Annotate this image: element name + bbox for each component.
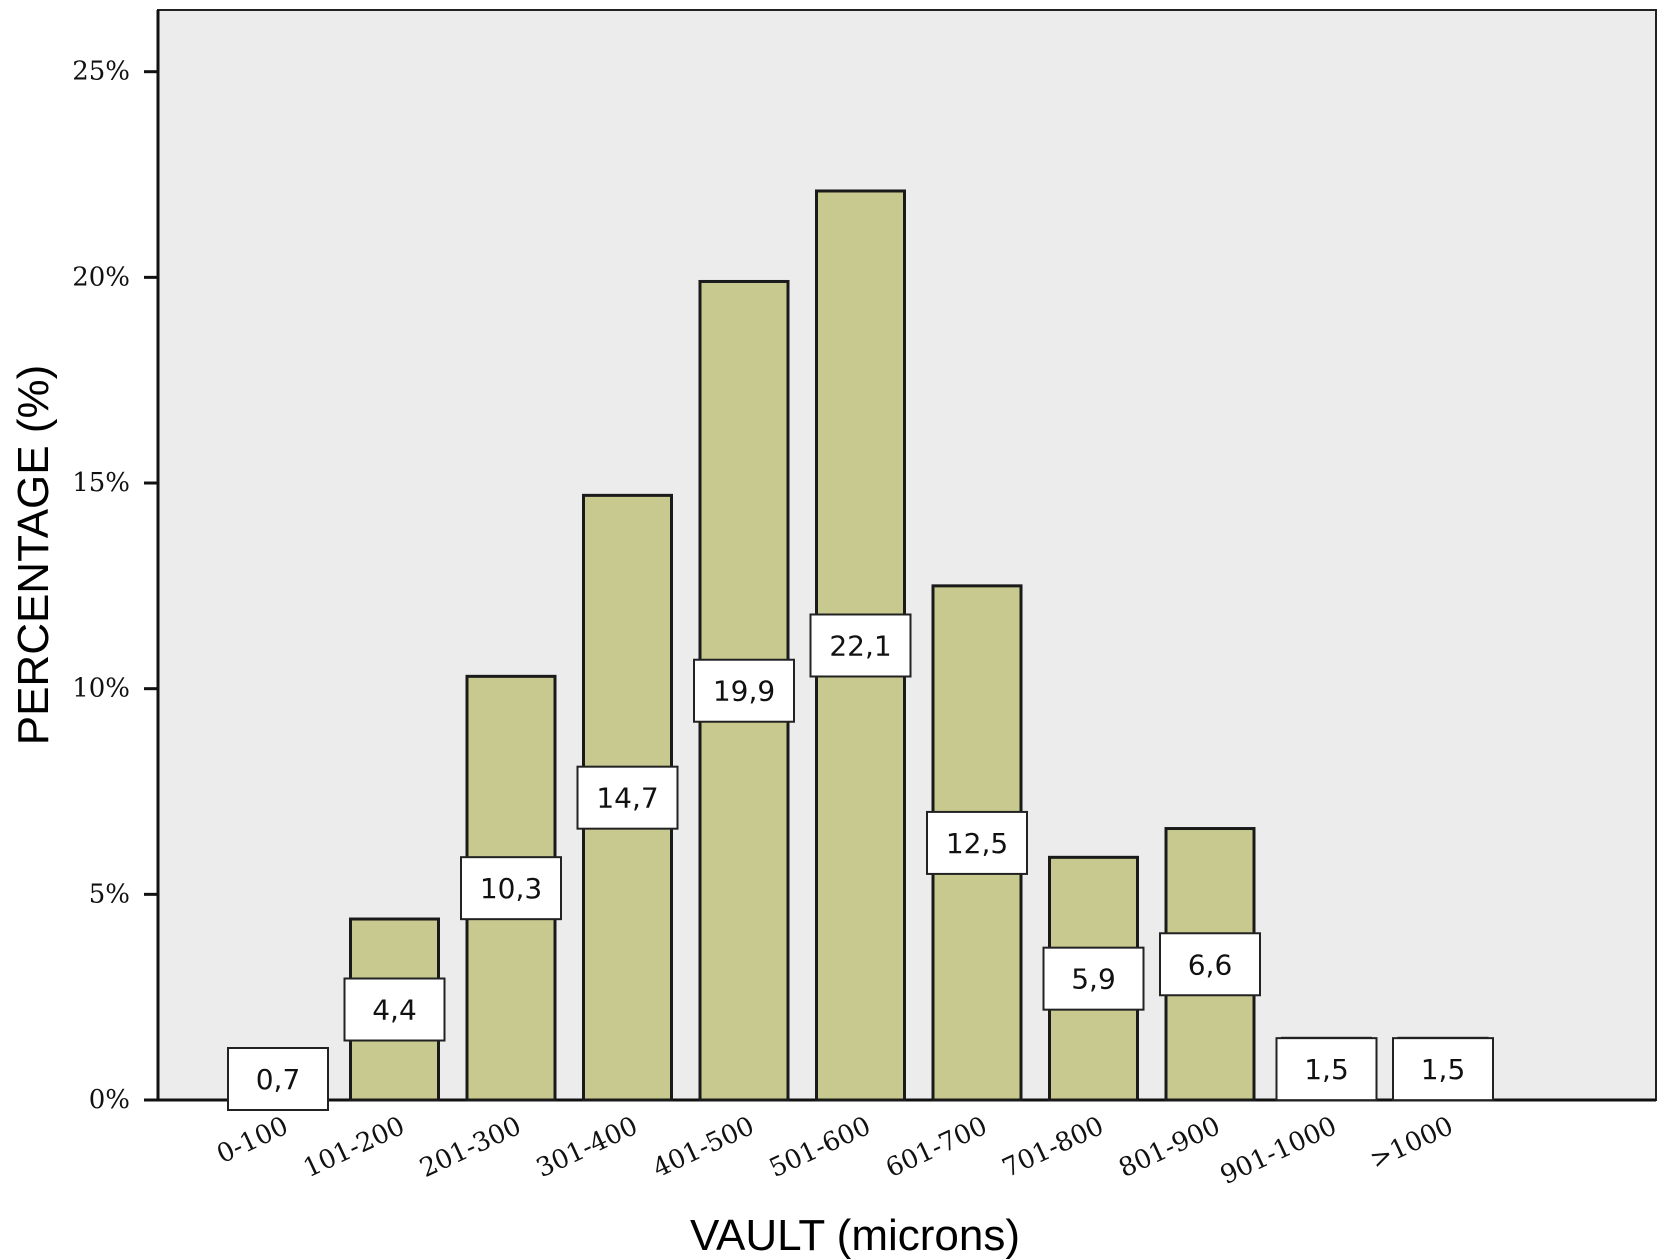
- x-tick-label: 801-900: [1114, 1111, 1225, 1184]
- data-label-box: [693, 658, 795, 723]
- x-axis-title: VAULT (microns): [690, 1211, 1020, 1260]
- data-label: 14,7: [596, 782, 658, 815]
- data-label: 4,4: [372, 994, 417, 1027]
- data-label: 1,5: [1421, 1053, 1466, 1086]
- data-label-box: [1159, 932, 1261, 997]
- y-tick-label: 20%: [72, 262, 130, 292]
- data-label: 10,3: [480, 872, 542, 905]
- data-label-box: [809, 613, 912, 678]
- data-label-box: [1042, 946, 1145, 1011]
- x-tick-label: 901-1000: [1216, 1111, 1342, 1191]
- x-tick-label: 401-500: [648, 1111, 759, 1184]
- x-tick-label: 301-400: [532, 1111, 643, 1184]
- x-tick-label: 501-600: [765, 1111, 876, 1184]
- data-label-box: [460, 856, 562, 921]
- bars: 0,7 4,4 10,3 14,7 19,9 22,1 12,5 5,9 6,6 1,5 1,5: [227, 189, 1494, 1111]
- data-label: 6,6: [1188, 948, 1233, 981]
- data-label: 12,5: [946, 827, 1008, 860]
- data-label: 5,9: [1071, 963, 1116, 996]
- y-tick-label: 5%: [89, 879, 130, 909]
- y-tick-label: 0%: [89, 1085, 130, 1115]
- data-label: 0,7: [256, 1063, 301, 1096]
- y-tick-label: 10%: [72, 674, 130, 704]
- x-axis-tick-labels: 0-100 101-200 201-300 301-400 401-500 501-600…: [212, 1111, 1458, 1191]
- data-label-box: [1275, 1037, 1378, 1102]
- x-tick-label: 701-800: [998, 1111, 1109, 1184]
- data-label-box: [227, 1047, 329, 1111]
- data-label-box: [926, 810, 1028, 875]
- x-tick-label: 101-200: [299, 1111, 410, 1184]
- data-label-box: [576, 765, 679, 830]
- data-label: 22,1: [829, 629, 891, 662]
- x-tick-label: 0-100: [212, 1111, 293, 1170]
- x-tick-label: 601-700: [881, 1111, 992, 1184]
- x-tick-label: >1000: [1366, 1111, 1458, 1175]
- data-label: 19,9: [713, 675, 775, 708]
- y-tick-label: 25%: [72, 57, 130, 87]
- data-label: 1,5: [1304, 1053, 1349, 1086]
- y-axis-title: PERCENTAGE (%): [9, 365, 58, 746]
- y-axis-ticks: 0% 5% 10% 15% 20% 25%: [72, 57, 158, 1115]
- x-tick-label: 201-300: [415, 1111, 526, 1184]
- y-tick-label: 15%: [72, 468, 130, 498]
- data-label-box: [1392, 1037, 1494, 1102]
- data-label-box: [343, 977, 446, 1042]
